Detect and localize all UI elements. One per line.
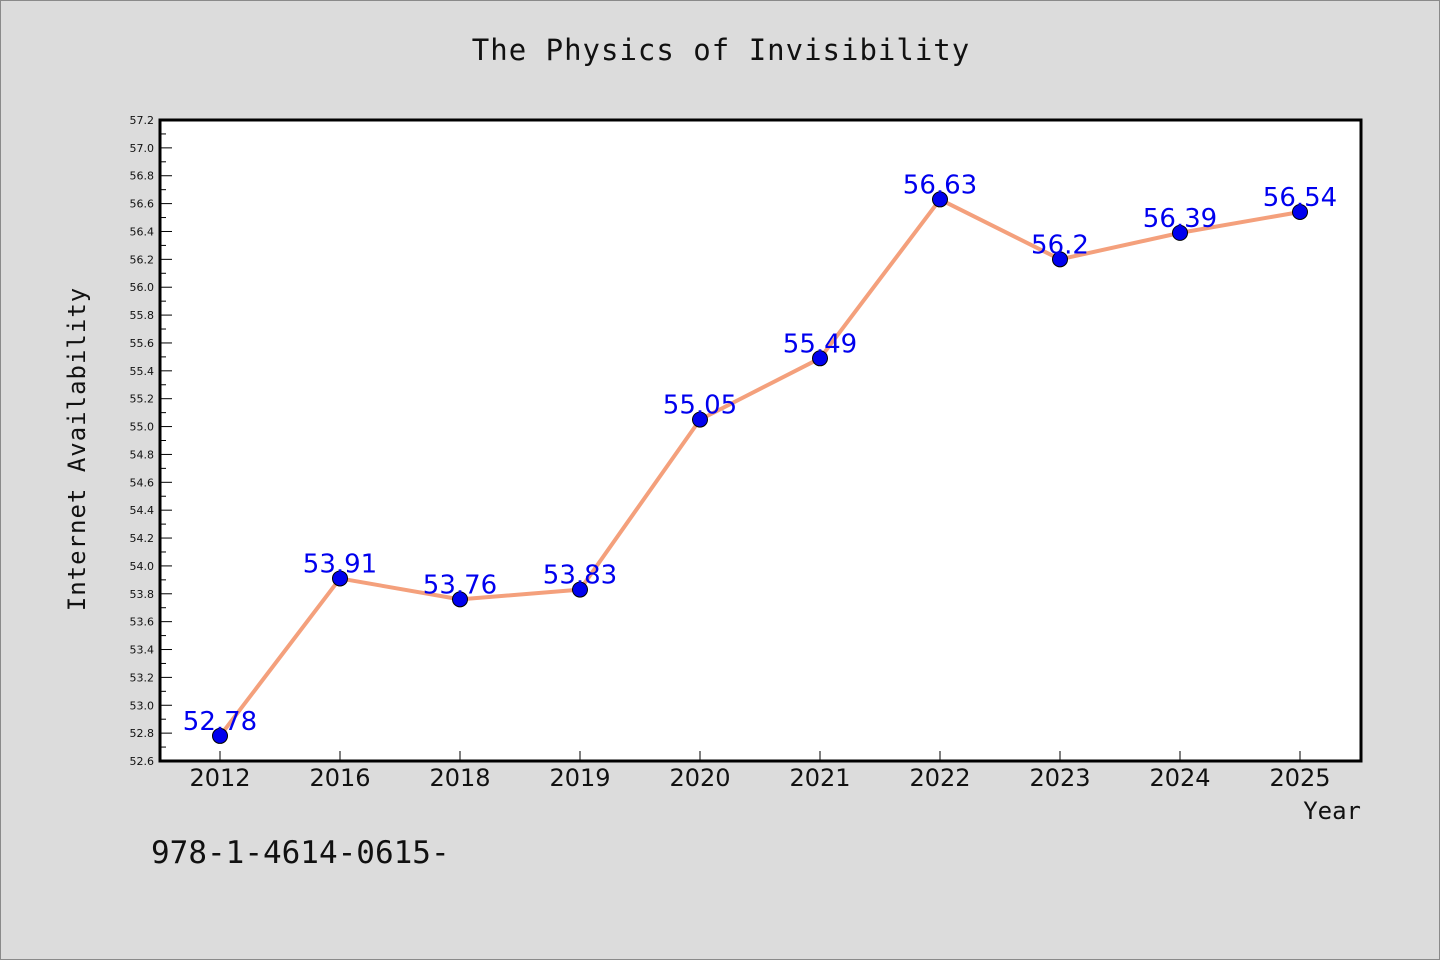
y-tick-label: 56.8: [130, 170, 155, 183]
data-label: 56.39: [1143, 204, 1217, 234]
x-axis-label: Year: [1303, 797, 1361, 825]
data-point: [1052, 251, 1068, 268]
plot-area: [160, 120, 1361, 761]
y-tick-label: 55.2: [130, 393, 155, 406]
data-point: [1292, 203, 1308, 220]
data-point: [812, 350, 828, 367]
y-tick-label: 53.8: [130, 588, 155, 601]
x-tick-label: 2021: [789, 764, 850, 792]
y-tick-label: 55.4: [130, 365, 155, 378]
data-label: 52.78: [183, 707, 257, 737]
y-tick-label: 57.0: [130, 142, 155, 155]
x-tick-label: 2018: [429, 764, 490, 792]
data-label: 53.76: [423, 570, 497, 600]
y-tick-label: 52.6: [130, 755, 155, 768]
data-label: 53.83: [543, 561, 617, 591]
data-label: 53.91: [303, 549, 377, 579]
data-point: [692, 411, 708, 428]
y-tick-label: 56.4: [130, 225, 155, 238]
data-point: [452, 591, 468, 608]
y-tick-label: 57.2: [130, 114, 155, 127]
x-tick-label: 2025: [1269, 764, 1330, 792]
y-tick-label: 52.8: [130, 727, 155, 740]
series-line: [218, 197, 1301, 738]
y-tick-label: 54.4: [130, 504, 155, 517]
data-label: 56.63: [903, 170, 977, 200]
x-tick-label: 2024: [1149, 764, 1210, 792]
data-label: 56.54: [1263, 183, 1337, 213]
y-tick-label: 56.0: [130, 281, 155, 294]
chart-title: The Physics of Invisibility: [471, 33, 971, 67]
data-point: [572, 581, 588, 598]
data-label: 55.49: [783, 329, 857, 359]
x-tick-label: 2016: [309, 764, 370, 792]
x-tick-label: 2020: [669, 764, 730, 792]
y-tick-label: 54.0: [130, 560, 155, 573]
y-tick-label: 56.2: [130, 253, 155, 266]
y-tick-label: 53.4: [130, 644, 155, 657]
x-tick-label: 2022: [909, 764, 970, 792]
data-point: [932, 191, 948, 208]
y-tick-label: 53.2: [130, 671, 155, 684]
data-label: 56.2: [1031, 230, 1089, 260]
data-label: 55.05: [663, 391, 737, 421]
data-point: [212, 727, 228, 744]
y-tick-label: 53.6: [130, 616, 155, 629]
y-tick-label: 56.6: [130, 198, 155, 211]
data-point: [332, 570, 348, 587]
y-tick-label: 55.6: [130, 337, 155, 350]
y-tick-label: 54.6: [130, 476, 155, 489]
y-tick-label: 53.0: [130, 699, 155, 712]
y-tick-label: 54.8: [130, 448, 155, 461]
y-tick-label: 55.8: [130, 309, 155, 322]
x-tick-label: 2012: [189, 764, 250, 792]
data-point: [1172, 224, 1188, 241]
footer-code: 978-1-4614-0615-: [151, 835, 450, 871]
y-tick-label: 55.0: [130, 421, 155, 434]
x-tick-label: 2019: [549, 764, 610, 792]
y-tick-label: 54.2: [130, 532, 155, 545]
x-tick-label: 2023: [1029, 764, 1090, 792]
